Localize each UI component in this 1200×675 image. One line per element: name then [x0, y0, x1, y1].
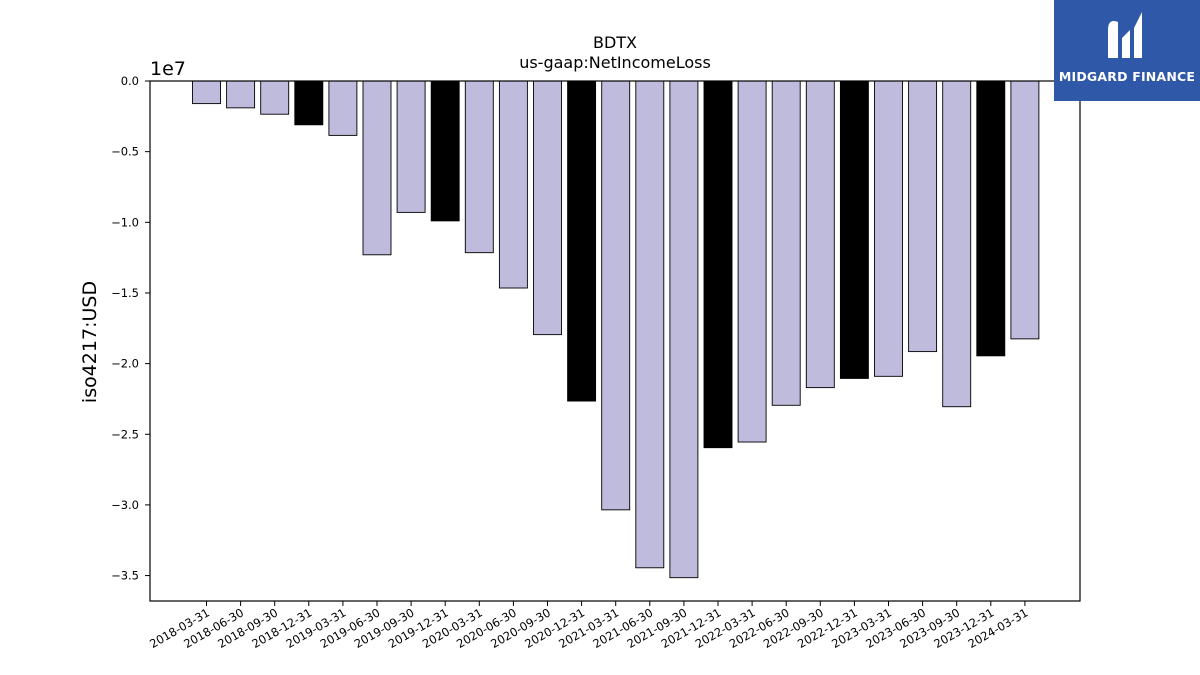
y-tick-label: −1.5: [111, 286, 139, 300]
x-axis-ticks: 2018-03-312018-06-302018-09-302018-12-31…: [147, 601, 1030, 651]
bar-2022-09-30: [805, 80, 835, 389]
bar-2023-12-31: [976, 80, 1006, 357]
bar-2023-09-30: [942, 80, 972, 408]
bar-2020-03-31: [464, 80, 494, 254]
y-tick-label: −2.5: [111, 427, 139, 441]
bar-2018-12-31: [294, 80, 324, 126]
bar-2021-03-31: [601, 80, 631, 511]
y-tick-label: −2.0: [111, 357, 139, 371]
plot-frame: [149, 80, 1081, 602]
bar-2021-06-30: [635, 80, 665, 569]
y-axis-label: iso4217:USD: [79, 281, 101, 403]
bar-2018-03-31: [192, 80, 221, 105]
y-axis-ticks: 0.0 −0.5 −1.0 −1.5 −2.0 −2.5 −3.0 −3.5: [111, 74, 150, 583]
bar-2021-09-30: [669, 80, 699, 579]
logo-text: MIDGARD FINANCE: [1058, 69, 1196, 84]
y-tick-label: −1.0: [111, 215, 139, 229]
bar-2022-12-31: [839, 80, 869, 379]
bar-2018-09-30: [260, 80, 290, 115]
y-tick-label: −0.5: [111, 145, 139, 159]
bar-2019-12-31: [430, 80, 460, 222]
midgard-logo-icon: [1108, 12, 1142, 58]
bar-2023-03-31: [874, 80, 903, 377]
bar-2020-12-31: [567, 80, 597, 402]
bar-2020-06-30: [498, 80, 528, 289]
bar-2020-09-30: [533, 80, 562, 336]
midgard-finance-logo: MIDGARD FINANCE: [1054, 0, 1200, 101]
bar-2022-03-31: [737, 80, 767, 443]
bar-2022-06-30: [771, 80, 801, 406]
bar-2019-06-30: [362, 80, 392, 256]
y-tick-label: 0.0: [121, 74, 139, 88]
chart-title: BDTX: [593, 33, 637, 52]
y-tick-label: −3.5: [111, 569, 139, 583]
bar-2021-12-31: [703, 80, 733, 449]
bar-2024-03-31: [1010, 80, 1040, 340]
y-tick-label: −3.0: [111, 498, 139, 512]
bar-2018-06-30: [226, 80, 256, 109]
chart-subtitle: us-gaap:NetIncomeLoss: [519, 53, 711, 72]
y-axis-scale-label: 1e7: [150, 58, 186, 80]
bars-group: [192, 80, 1040, 579]
bar-2019-09-30: [396, 80, 426, 213]
bar-2019-03-31: [328, 80, 358, 136]
bar-2023-06-30: [908, 80, 938, 353]
